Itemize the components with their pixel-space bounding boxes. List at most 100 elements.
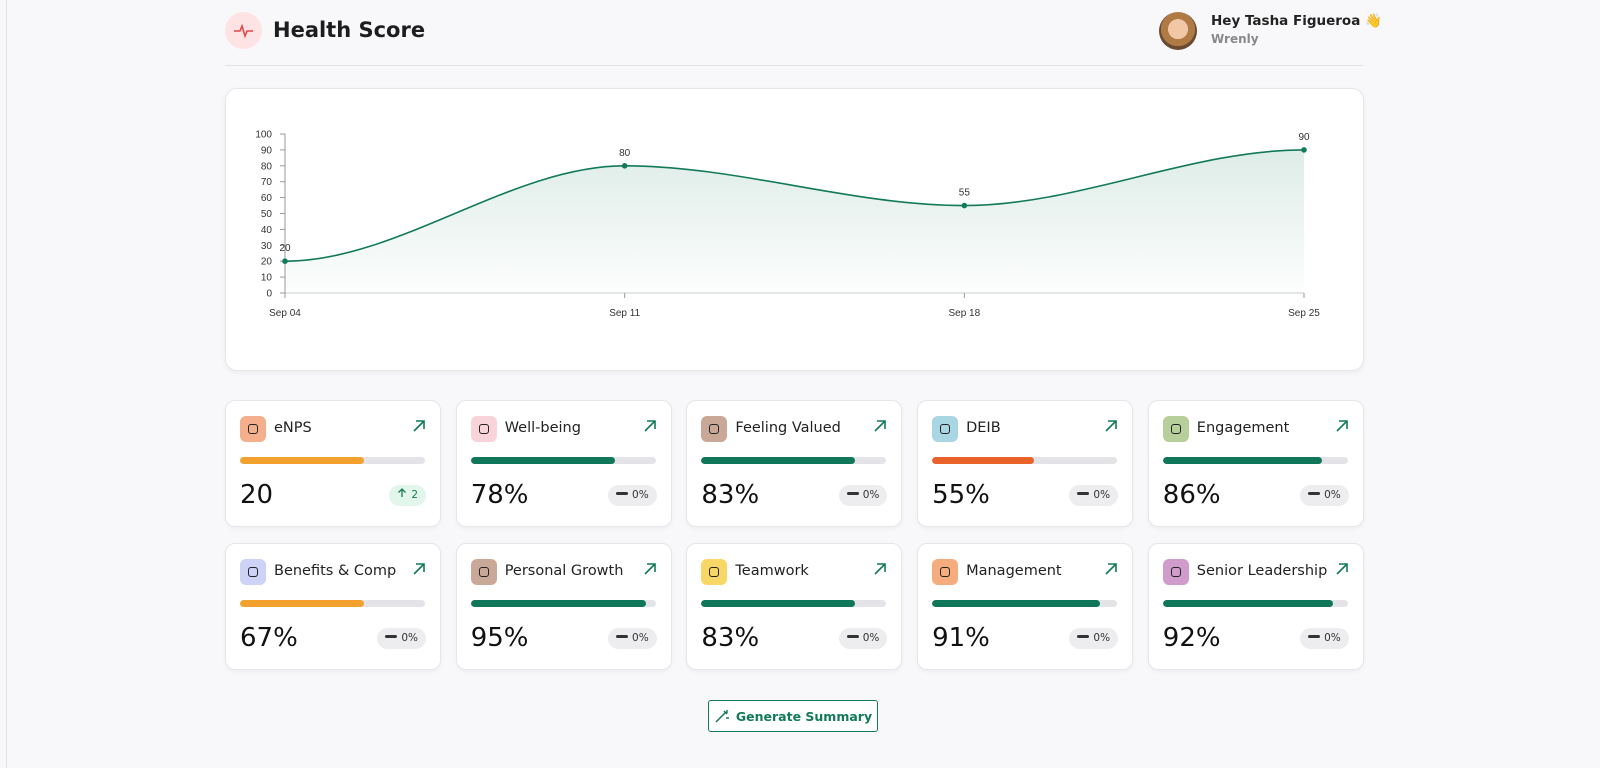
wand-icon xyxy=(715,710,729,723)
trend-arrow[interactable] xyxy=(643,419,657,433)
metric-icon xyxy=(1162,559,1189,585)
progress-bar xyxy=(240,457,364,464)
metric-value: 95% xyxy=(470,623,529,653)
trend-arrow[interactable] xyxy=(873,419,887,433)
change-badge: 0% xyxy=(838,628,888,649)
metric-card[interactable]: eNPS 20 2 xyxy=(225,400,441,527)
icon-glyph xyxy=(940,424,951,434)
change-badge: 0% xyxy=(377,628,426,649)
metric-icon xyxy=(701,416,728,442)
trend-arrow[interactable] xyxy=(412,419,426,433)
metric-label: DEIB xyxy=(966,420,1001,436)
change-value: 0% xyxy=(632,632,649,644)
trend-arrow[interactable] xyxy=(1335,419,1349,433)
metric-icon xyxy=(470,416,497,442)
data-label: 55 xyxy=(959,188,971,199)
flat-dash xyxy=(1308,632,1324,644)
metric-card[interactable]: Well-being 78% 0% xyxy=(455,400,672,527)
metric-icon xyxy=(1162,416,1189,442)
y-tick-label: 60 xyxy=(261,193,273,204)
metric-card[interactable]: Management 91% 0% xyxy=(917,543,1134,670)
metric-icon xyxy=(240,416,266,442)
y-tick-label: 20 xyxy=(261,257,273,268)
change-value: 0% xyxy=(1324,632,1341,644)
progress-track xyxy=(701,457,887,464)
metric-icon xyxy=(932,416,959,442)
icon-glyph xyxy=(248,424,258,434)
progress-bar xyxy=(932,600,1101,607)
y-tick-label: 80 xyxy=(261,161,273,172)
progress-track xyxy=(701,600,887,607)
change-badge: 0% xyxy=(1300,485,1349,506)
page-title: Health Score xyxy=(273,18,426,42)
metric-card[interactable]: Benefits & Comp 67% 0% xyxy=(225,543,441,670)
progress-track xyxy=(932,600,1118,607)
greeting: Hey Tasha Figueroa 👋 xyxy=(1211,13,1382,29)
metric-value: 20 xyxy=(240,480,274,510)
metric-value: 78% xyxy=(470,480,529,510)
header: Health Score Hey Tasha Figueroa 👋 Wrenly xyxy=(225,12,1382,66)
metric-value: 91% xyxy=(932,623,990,653)
flat-dash xyxy=(1308,489,1324,501)
avatar[interactable] xyxy=(1159,12,1197,50)
change-badge: 2 xyxy=(389,485,426,506)
x-tick-label: Sep 18 xyxy=(948,308,980,319)
area xyxy=(285,149,1304,293)
trend-arrow[interactable] xyxy=(412,562,426,576)
trend-arrow[interactable] xyxy=(643,562,657,576)
progress-track xyxy=(470,600,656,607)
trend-arrow[interactable] xyxy=(1104,419,1118,433)
progress-track xyxy=(932,457,1118,464)
progress-bar xyxy=(1162,600,1333,607)
change-value: 2 xyxy=(411,489,418,501)
chart: 0 10 20 30 40 50 60 70 80 90 100 Sep 04 Sep 11 Sep 18… xyxy=(255,130,1320,320)
metric-label: Senior Leadership xyxy=(1196,563,1328,579)
metric-card[interactable]: Teamwork 83% 0% xyxy=(686,543,903,670)
metric-label: Management xyxy=(966,563,1062,579)
icon-glyph xyxy=(940,567,951,577)
y-tick-label: 0 xyxy=(266,289,272,300)
change-value: 0% xyxy=(862,632,880,644)
metric-value: 92% xyxy=(1162,623,1221,653)
y-tick-label: 50 xyxy=(261,209,273,220)
metric-label: Teamwork xyxy=(735,563,809,579)
metric-card[interactable]: Senior Leadership 92% 0% xyxy=(1147,543,1364,670)
generate-summary-button[interactable]: Generate Summary xyxy=(708,700,878,732)
icon-glyph xyxy=(478,567,489,577)
change-value: 0% xyxy=(632,489,649,501)
flat-dash xyxy=(846,632,863,644)
metric-label: eNPS xyxy=(274,420,312,436)
metric-card[interactable]: Engagement 86% 0% xyxy=(1147,400,1364,527)
trend-arrow[interactable] xyxy=(873,562,887,576)
up-arrow xyxy=(397,488,411,501)
metric-label: Feeling Valued xyxy=(735,420,841,436)
metric-card[interactable]: Feeling Valued 83% 0% xyxy=(686,400,903,527)
metric-label: Engagement xyxy=(1196,420,1290,436)
flat-dash xyxy=(616,489,632,501)
data-label: 80 xyxy=(619,148,631,159)
icon-glyph xyxy=(1170,424,1181,434)
change-badge: 0% xyxy=(1069,485,1119,506)
progress-bar xyxy=(701,457,855,464)
metric-icon xyxy=(470,559,497,585)
line xyxy=(284,149,1305,262)
y-tick-label: 70 xyxy=(261,177,273,188)
progress-track xyxy=(470,457,656,464)
x-tick-label: Sep 04 xyxy=(269,308,301,319)
chart-card: 0 10 20 30 40 50 60 70 80 90 100 Sep 04 Sep 11 Sep 18… xyxy=(225,88,1364,371)
change-value: 0% xyxy=(862,489,880,501)
metric-card[interactable]: Personal Growth 95% 0% xyxy=(455,543,672,670)
metric-card[interactable]: DEIB 55% 0% xyxy=(917,400,1134,527)
x-tick-label: Sep 25 xyxy=(1288,308,1320,319)
change-badge: 0% xyxy=(608,485,657,506)
metric-icon xyxy=(932,559,959,585)
trend-arrow[interactable] xyxy=(1335,562,1349,576)
change-badge: 0% xyxy=(838,485,888,506)
progress-track xyxy=(240,457,425,464)
point xyxy=(1301,147,1307,153)
y-tick-label: 100 xyxy=(255,130,272,141)
progress-bar xyxy=(240,600,364,607)
metric-icon xyxy=(240,559,266,585)
trend-arrow[interactable] xyxy=(1104,562,1118,576)
change-value: 0% xyxy=(1093,632,1111,644)
